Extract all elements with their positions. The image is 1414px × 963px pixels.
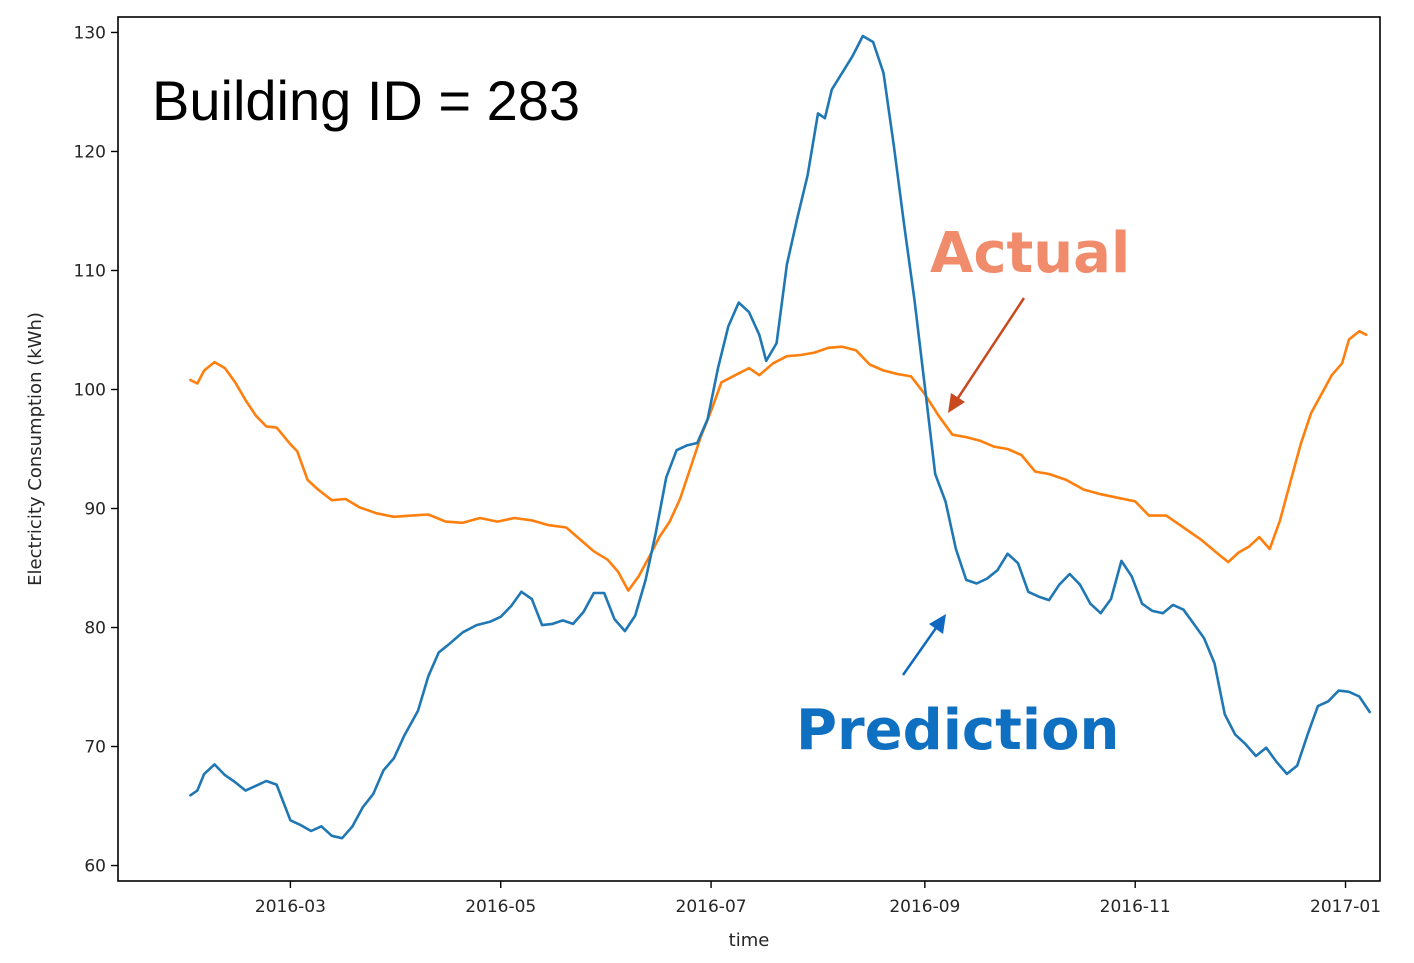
x-tick-label: 2016-09 [889,897,960,917]
series-line-actual [189,329,1368,592]
series-line-prediction [189,34,1371,840]
y-tick-label: 70 [84,738,106,758]
actual-arrow [948,297,1026,413]
x-tick-label: 2017-01 [1310,897,1381,917]
x-axis-label: time [729,930,770,951]
x-tick-label: 2016-05 [465,897,536,917]
x-tick-label: 2016-11 [1100,897,1171,917]
y-axis: 60 70 80 90 100 110 120 130 [74,23,118,877]
y-tick-label: 80 [84,619,106,639]
plot-area [117,16,1381,882]
building-id-annotation: Building ID = 283 [152,69,580,132]
x-tick-label: 2016-03 [255,897,326,917]
y-tick-label: 120 [74,142,106,162]
y-tick-label: 110 [74,261,106,281]
y-axis-label: Electricity Consumption (kWh) [25,312,46,586]
series-layer [189,34,1371,840]
x-axis: 2016-03 2016-05 2016-07 2016-09 2016-11 2017-… [255,881,1381,917]
y-tick-label: 60 [84,857,106,877]
x-tick-label: 2016-07 [676,897,747,917]
y-tick-label: 100 [74,380,106,400]
actual-annotation: Actual [930,221,1130,286]
prediction-arrow [901,614,946,676]
prediction-annotation: Prediction [796,698,1119,763]
y-tick-label: 90 [84,500,106,520]
y-tick-label: 130 [74,23,106,43]
